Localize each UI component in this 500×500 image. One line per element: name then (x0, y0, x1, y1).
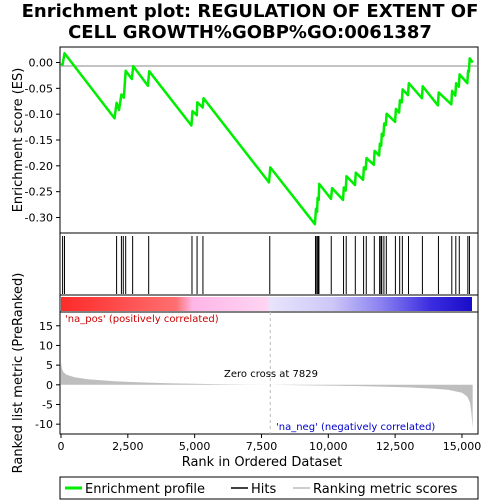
negative-correlation-label: 'na_neg' (negatively correlated) (276, 422, 435, 433)
hit-markers (62, 236, 470, 294)
x-tick-label: 10,000 (309, 440, 348, 453)
enrichment-profile-line (60, 51, 474, 226)
metric-y-tick-label: 5 (46, 359, 53, 372)
rank-x-axis: 0 2,500 5,000 7,500 10,000 12,500 15,000 (58, 434, 482, 453)
x-tick-label: 7,500 (246, 440, 278, 453)
chart-title-line-1: Enrichment plot: REGULATION OF EXTENT OF (21, 1, 479, 22)
metric-y-tick-label: 10 (39, 339, 53, 352)
metric-y-tick-label: -10 (35, 418, 53, 431)
metric-plot-frame (59, 311, 479, 435)
metric-y-axis-title: Ranked list metric (PreRanked) (11, 273, 26, 474)
positive-correlation-label: 'na_pos' (positively correlated) (65, 314, 219, 325)
es-y-tick-label: -0.05 (25, 82, 53, 95)
chart-title: Enrichment plot: REGULATION OF EXTENT OF… (0, 1, 500, 43)
es-y-tick-label: 0.00 (29, 57, 54, 70)
x-tick-label: 15,000 (443, 440, 482, 453)
x-tick-label: 0 (58, 440, 65, 453)
x-axis-title: Rank in Ordered Dataset (182, 455, 343, 470)
es-y-tick-label: -0.30 (25, 212, 53, 225)
chart-title-line-2: CELL GROWTH%GOBP%GO:0061387 (68, 22, 432, 43)
rank-colorbar-panel (59, 294, 479, 313)
x-tick-label: 2,500 (112, 440, 144, 453)
metric-y-tick-label: -5 (42, 398, 53, 411)
es-y-tick-label: -0.20 (25, 160, 53, 173)
legend-hits-label: Hits (251, 482, 276, 497)
enrichment-score-panel: 0.00 -0.05 -0.10 -0.15 -0.20 -0.25 -0.30 Enric… (11, 46, 479, 234)
legend-metric-label: Ranking metric scores (313, 482, 458, 497)
metric-y-axis: 15 10 5 0 -5 -10 (35, 320, 60, 431)
metric-y-tick-label: 15 (39, 320, 53, 333)
hits-panel (59, 232, 479, 296)
legend-frame (59, 476, 479, 500)
legend: Enrichment profile Hits Ranking metric s… (59, 476, 479, 500)
es-y-tick-label: -0.10 (25, 108, 53, 121)
es-plot-frame (59, 46, 479, 234)
hits-frame (59, 232, 479, 296)
ranked-colorbar (61, 297, 472, 311)
x-tick-label: 5,000 (179, 440, 211, 453)
es-y-axis: 0.00 -0.05 -0.10 -0.15 -0.20 -0.25 -0.30 (25, 57, 60, 225)
es-y-tick-label: -0.25 (25, 186, 53, 199)
ranked-metric-panel: 15 10 5 0 -5 -10 0 2,500 5,000 7,500 10,000 12,500… (11, 273, 481, 474)
legend-enrichment-label: Enrichment profile (85, 482, 205, 497)
metric-y-tick-label: 0 (46, 379, 53, 392)
es-y-tick-label: -0.15 (25, 134, 53, 147)
es-y-axis-title: Enrichment score (ES) (11, 68, 26, 213)
zero-cross-label: Zero cross at 7829 (224, 369, 318, 380)
x-tick-label: 12,500 (376, 440, 415, 453)
